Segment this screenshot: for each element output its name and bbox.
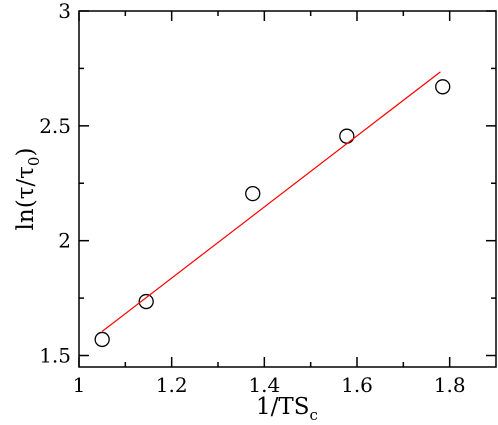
data-point xyxy=(435,79,451,95)
y-axis-label-close: ) xyxy=(13,148,39,157)
x-axis-label-main: 1/TS xyxy=(256,394,309,420)
x-tick-label: 1.6 xyxy=(341,373,373,397)
y-tick-label: 2.5 xyxy=(39,114,71,138)
x-axis-label: 1/TSc xyxy=(256,394,318,424)
y-tick-label: 3 xyxy=(58,0,71,23)
data-point xyxy=(94,331,110,348)
plot-frame xyxy=(78,10,497,368)
y-tick-label: 1.5 xyxy=(39,344,71,368)
x-axis-ticks: 1 1.2 1.4 1.6 1.8 xyxy=(73,11,466,397)
x-tick-label: 1 xyxy=(73,373,86,397)
y-axis-label: ln(τ/τ0) xyxy=(13,148,43,231)
data-point xyxy=(138,293,154,310)
x-tick-label: 1.2 xyxy=(156,373,188,397)
x-axis-label-subscript: c xyxy=(310,406,318,424)
series-layer xyxy=(94,71,451,348)
y-tick-label: 2 xyxy=(58,229,71,253)
x-tick-label: 1.8 xyxy=(434,373,466,397)
data-point xyxy=(245,185,261,202)
fit-line xyxy=(101,71,441,332)
data-point xyxy=(339,128,355,144)
y-axis-label-subscript: 0 xyxy=(25,157,43,167)
x-tick-label: 1.4 xyxy=(248,373,280,397)
y-axis-label-main: ln(τ/τ xyxy=(13,166,39,230)
y-axis-ticks: 1.5 2 2.5 3 xyxy=(39,0,496,368)
